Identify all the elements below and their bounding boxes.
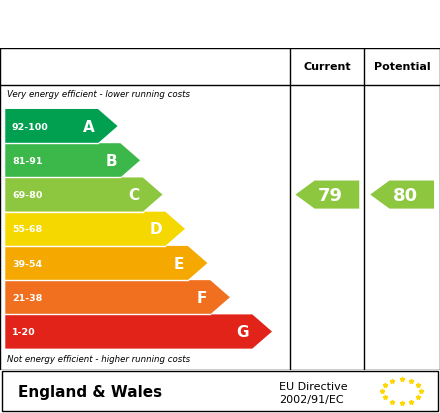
Text: 2002/91/EC: 2002/91/EC — [279, 394, 344, 404]
Polygon shape — [370, 181, 434, 209]
Text: 92-100: 92-100 — [12, 122, 49, 131]
Text: A: A — [83, 119, 95, 134]
Text: Potential: Potential — [374, 62, 430, 72]
Polygon shape — [5, 280, 230, 315]
Text: EU Directive: EU Directive — [279, 381, 348, 391]
Text: C: C — [128, 188, 139, 202]
Text: F: F — [196, 290, 207, 305]
Text: Current: Current — [304, 62, 351, 72]
Text: 39-54: 39-54 — [12, 259, 42, 268]
Polygon shape — [5, 246, 207, 280]
Text: 81-91: 81-91 — [12, 157, 42, 166]
Polygon shape — [5, 110, 117, 144]
Text: 55-68: 55-68 — [12, 225, 42, 234]
Text: England & Wales: England & Wales — [18, 384, 162, 399]
Text: Not energy efficient - higher running costs: Not energy efficient - higher running co… — [7, 354, 190, 363]
Text: 1-20: 1-20 — [12, 327, 36, 336]
Text: G: G — [236, 324, 249, 339]
Text: D: D — [149, 222, 162, 237]
Polygon shape — [5, 315, 272, 349]
Text: 80: 80 — [393, 186, 418, 204]
Text: Energy Efficiency Rating: Energy Efficiency Rating — [11, 15, 290, 34]
Text: 79: 79 — [318, 186, 343, 204]
Polygon shape — [5, 212, 185, 246]
Polygon shape — [296, 181, 359, 209]
Text: Very energy efficient - lower running costs: Very energy efficient - lower running co… — [7, 90, 190, 99]
Text: 21-38: 21-38 — [12, 293, 42, 302]
Text: 69-80: 69-80 — [12, 190, 42, 199]
Text: E: E — [174, 256, 184, 271]
Polygon shape — [5, 144, 140, 178]
Text: B: B — [105, 154, 117, 169]
Polygon shape — [5, 178, 162, 212]
